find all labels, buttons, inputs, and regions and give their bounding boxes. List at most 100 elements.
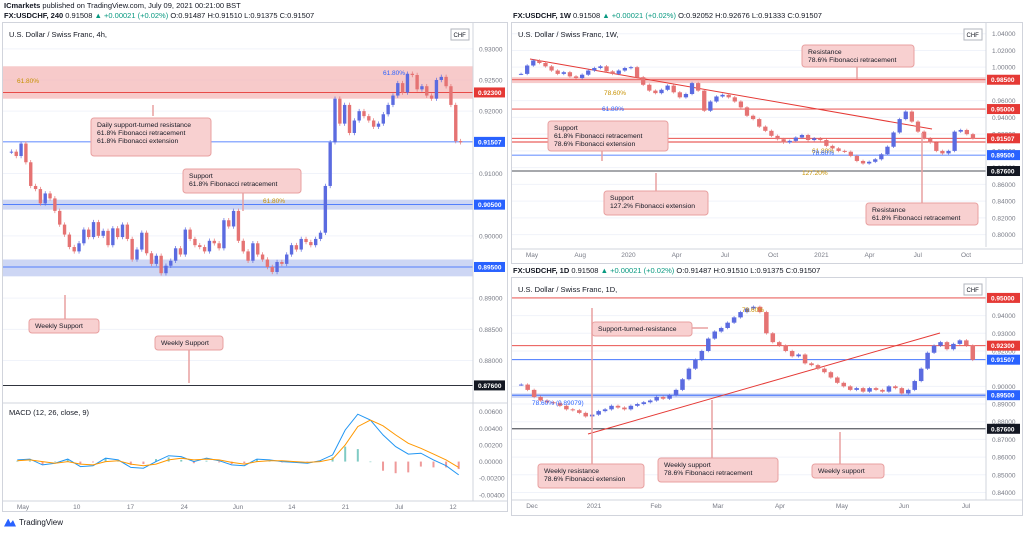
time-tick-label: May	[17, 504, 30, 511]
candle-body	[732, 97, 737, 102]
time-tick-label: Jul	[395, 504, 404, 511]
candle-body	[946, 150, 951, 154]
chart-panel-4h[interactable]: 0.93000 0.92500 0.92000 0.91000 0.90000 0.890…	[2, 22, 508, 512]
candle-body	[712, 331, 718, 339]
fib-label: 61.80%	[602, 106, 624, 113]
price-tick-label: 0.93000	[992, 331, 1016, 338]
candle-body	[246, 251, 250, 261]
candle-body	[111, 228, 115, 246]
annotation-text: 61.8% Fibonacci retracement	[554, 133, 643, 140]
candle-body	[708, 101, 713, 111]
fib-label: 78.60%	[812, 150, 834, 157]
annotation-text: Daily support-turned resistance	[97, 122, 191, 129]
chart-weekly-svg[interactable]: 1.040001.020001.000000.960000.940000.920…	[512, 23, 1022, 263]
macd-histogram-bar	[205, 460, 208, 462]
annotation-box	[547, 120, 669, 152]
candle-body	[731, 317, 737, 323]
annotation-box	[182, 168, 302, 194]
price-zone	[3, 259, 473, 277]
macd-histogram-bar	[457, 461, 460, 470]
candle-body	[596, 411, 601, 415]
tradingview-label: TradingView	[19, 518, 64, 527]
candle-body	[400, 83, 405, 93]
price-tick-label: 0.86000	[992, 182, 1016, 189]
macd-histogram-bar	[445, 461, 448, 468]
annotation-text: 61.8% Fibonacci retracement	[189, 181, 278, 188]
candle-body	[381, 114, 385, 124]
price-tag	[987, 74, 1020, 85]
candle-body	[429, 95, 434, 99]
macd-histogram-bar	[28, 460, 31, 462]
candle-body	[805, 135, 811, 141]
macd-title: MACD (12, 26, close, 9)	[9, 408, 90, 417]
candle-body	[970, 345, 976, 360]
price-tick-label: 0.82000	[992, 215, 1016, 222]
chart-daily-svg[interactable]: 0.94000 0.93000 0.92000 0.90000 0.89000 0.880…	[512, 278, 1022, 515]
price-tag	[987, 354, 1020, 365]
time-tick-label: May	[836, 503, 849, 510]
currency-label: CHF	[967, 33, 980, 39]
time-tick-label: 2021	[814, 252, 829, 259]
annotation-text: 78.6% Fibonacci extension	[544, 476, 625, 483]
candle-body	[835, 377, 840, 383]
macd-histogram-bar	[394, 461, 397, 474]
candle-body	[154, 255, 158, 264]
candle-body	[799, 135, 805, 138]
candle-body	[738, 101, 744, 108]
candle-body	[425, 86, 429, 96]
candle-body	[149, 253, 154, 264]
candle-body	[628, 405, 634, 410]
annotation-box	[865, 202, 979, 226]
macd-histogram-bar	[382, 461, 385, 471]
chart-panel-weekly[interactable]: 1.040001.020001.000000.960000.940000.920…	[511, 22, 1023, 264]
price-tag-label: 0.92300	[991, 343, 1015, 350]
candle-body	[458, 141, 463, 143]
publisher-line: ICmarkets published on TradingView.com, …	[4, 1, 241, 10]
candle-body	[449, 86, 453, 105]
currency-badge	[963, 283, 983, 296]
candle-body	[551, 402, 556, 404]
candle-body	[660, 396, 666, 399]
price-tag-label: 0.87600	[991, 426, 1015, 433]
candle-body	[537, 60, 542, 63]
time-tick-label: Jul	[721, 252, 730, 259]
candle-body	[304, 238, 308, 243]
macd-histogram-bar	[218, 461, 221, 463]
candle-body	[726, 94, 731, 98]
candle-body	[886, 386, 892, 392]
candle-body	[178, 248, 183, 255]
candle-body	[352, 120, 357, 133]
candle-body	[188, 229, 192, 239]
candle-body	[909, 111, 915, 122]
candle-body	[543, 63, 548, 67]
chart-panel-daily[interactable]: 0.94000 0.93000 0.92000 0.90000 0.89000 0.880…	[511, 277, 1023, 516]
price-tick-label: 0.89000	[992, 402, 1016, 409]
candle-body	[212, 240, 216, 244]
candle-body	[294, 245, 299, 250]
candle-body	[667, 395, 672, 399]
candle-body	[815, 365, 821, 369]
symbol-label: FX:USDCHF, 1W	[513, 11, 571, 20]
annotation-box	[811, 463, 885, 479]
last-price: 0.91508	[65, 11, 93, 20]
candle-body	[891, 132, 896, 147]
macd-histogram-bar	[243, 461, 246, 464]
candle-body	[342, 104, 347, 124]
chart-4h-svg[interactable]: 0.93000 0.92500 0.92000 0.91000 0.90000 0.890…	[3, 23, 507, 511]
candle-body	[622, 68, 628, 71]
tradingview-logo: TradingView	[4, 518, 63, 527]
candle-body	[964, 129, 969, 135]
candle-body	[789, 350, 795, 357]
candle-body	[764, 312, 769, 334]
candle-body	[897, 119, 902, 133]
candle-body	[544, 400, 550, 403]
candle-body	[265, 259, 270, 267]
candle-body	[686, 368, 692, 380]
candle-body	[275, 261, 279, 272]
candle-body	[43, 193, 47, 204]
candle-body	[169, 260, 173, 266]
candle-body	[67, 234, 72, 248]
candle-body	[371, 120, 376, 127]
time-tick-label: 2020	[621, 252, 636, 259]
time-tick-label: Dec	[526, 503, 538, 510]
